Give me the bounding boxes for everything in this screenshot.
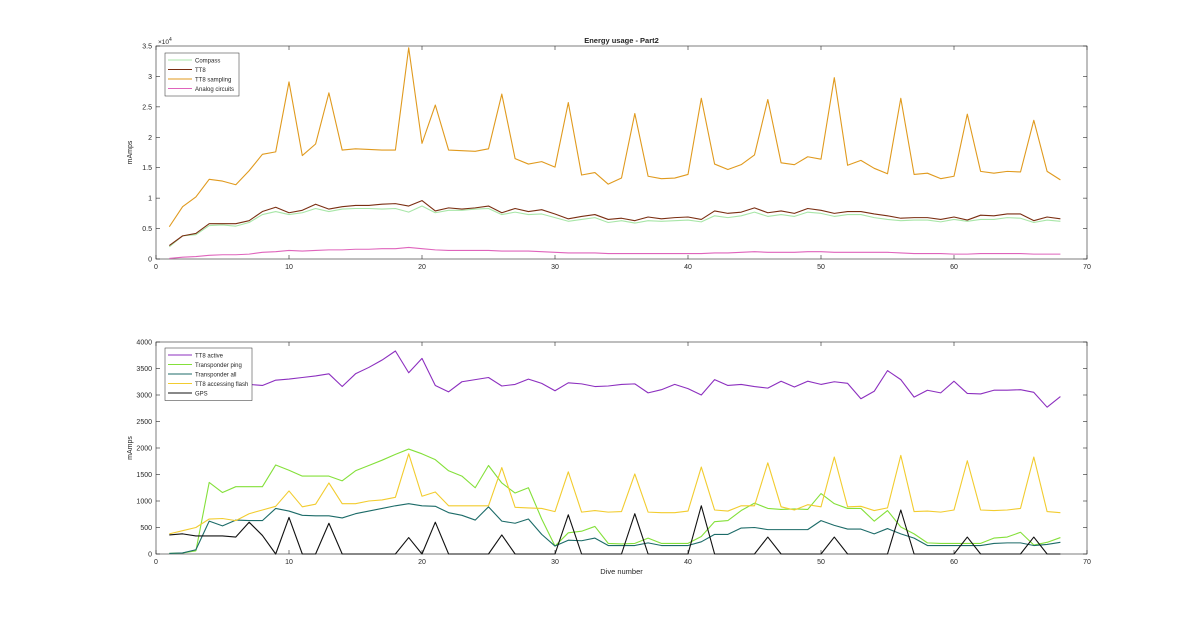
x-tick-label: 50 [817, 559, 825, 566]
y-exponent-label: ×104 [158, 37, 172, 46]
x-axis-label: Dive number [600, 567, 643, 576]
x-tick-label: 60 [950, 559, 958, 566]
x-tick-label: 0 [154, 559, 158, 566]
y-tick-label: 2500 [136, 419, 152, 426]
y-tick-label: 3500 [136, 366, 152, 373]
y-tick-label: 0 [148, 552, 152, 559]
legend-label: Transponder ping [195, 363, 242, 369]
legend-label: GPS [195, 391, 208, 397]
y-tick-label: 4000 [136, 340, 152, 347]
x-tick-label: 40 [684, 264, 692, 271]
legend-label: TT8 [195, 68, 206, 74]
y-tick-label: 0 [148, 257, 152, 264]
y-tick-label: 2 [148, 135, 152, 142]
x-tick-label: 0 [154, 264, 158, 271]
legend: TT8 active Transponder ping Transponder al… [164, 347, 253, 401]
x-tick-label: 20 [418, 264, 426, 271]
legend-label: TT8 accessing flash [195, 382, 248, 388]
x-tick-label: 20 [418, 559, 426, 566]
series-line-analog-circuits [169, 246, 1061, 259]
y-tick-label: 0.5 [142, 226, 152, 233]
x-tick-label: 70 [1083, 264, 1091, 271]
legend-label: TT8 sampling [195, 77, 231, 83]
x-tick-label: 70 [1083, 559, 1091, 566]
x-tick-label: 10 [285, 559, 293, 566]
x-tick-label: 30 [551, 264, 559, 271]
x-tick-label: 50 [817, 264, 825, 271]
axes-box [155, 341, 1088, 555]
y-tick-label: 1 [148, 196, 152, 203]
legend: Compass TT8 TT8 sampling Analog circuits [164, 52, 240, 97]
series-line-tt8-accessing-flash [169, 453, 1061, 535]
series-line-tt8-active [169, 350, 1061, 408]
y-tick-label: 3 [148, 74, 152, 81]
legend-label: Compass [195, 58, 220, 64]
series-line-transponder-ping [169, 448, 1061, 555]
y-tick-label: 2000 [136, 446, 152, 453]
y-axis-label: mAmps [127, 140, 134, 164]
y-tick-label: 500 [140, 525, 152, 532]
y-tick-label: 2.5 [142, 104, 152, 111]
legend-label: Analog circuits [195, 87, 234, 93]
x-tick-label: 60 [950, 264, 958, 271]
legend-label: Transponder all [195, 372, 236, 378]
axes-2: 0 10 20 30 40 50 60 70 0 500 1000 1500 2000 2500 3000 3… [127, 340, 1091, 577]
x-tick-label: 40 [684, 559, 692, 566]
series-line-transponder-all [169, 503, 1061, 555]
y-tick-label: 1000 [136, 499, 152, 506]
series-line-tt8-sampling [168, 47, 1061, 228]
x-tick-label: 10 [285, 264, 293, 271]
series-line-compass [168, 205, 1061, 248]
y-tick-label: 1500 [136, 472, 152, 479]
y-tick-label: 3000 [136, 393, 152, 400]
axes-box [155, 45, 1088, 260]
chart-title: Energy usage - Part2 [584, 36, 659, 45]
y-tick-label: 3.5 [142, 44, 152, 51]
series-line-gps [169, 505, 1061, 555]
series-line-tt8 [168, 200, 1061, 247]
x-tick-label: 30 [551, 559, 559, 566]
y-axis-label: mAmps [127, 436, 134, 460]
axes-1: 0 10 20 30 40 50 60 70 0 0.5 1 1.5 2 2.5 3 3.5 ×104 Energ… [127, 36, 1091, 271]
legend-label: TT8 active [195, 353, 224, 359]
y-tick-label: 1.5 [142, 165, 152, 172]
